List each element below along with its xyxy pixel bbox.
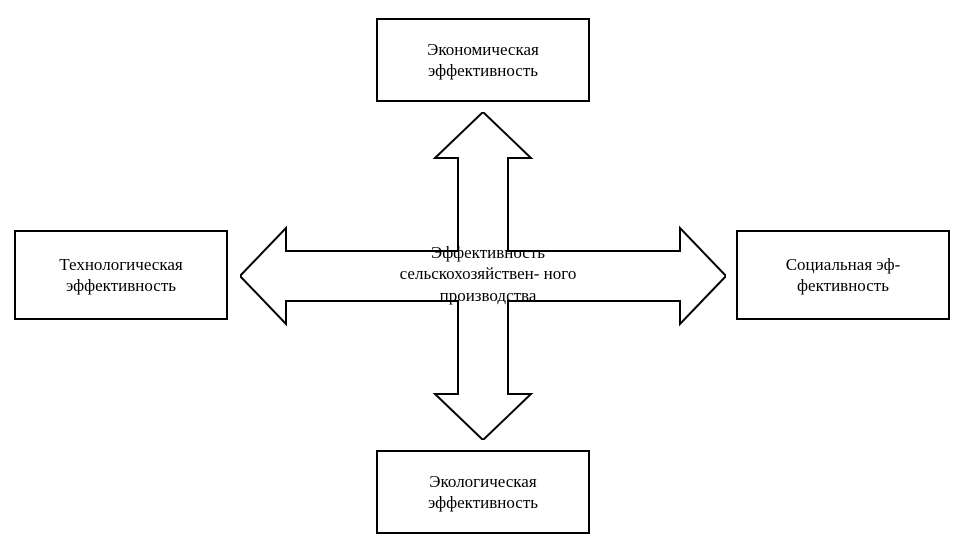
node-right: Социальная эф- фективность <box>736 230 950 320</box>
diagram-canvas: Эффективность сельскохозяйствен- ного пр… <box>0 0 960 550</box>
node-left-line2: эффективность <box>59 275 182 296</box>
node-right-line1: Социальная эф- <box>786 254 901 275</box>
node-left: Технологическая эффективность <box>14 230 228 320</box>
node-top-line1: Экономическая <box>427 39 539 60</box>
node-top-line2: эффективность <box>427 60 539 81</box>
center-node-label: Эффективность сельскохозяйствен- ного пр… <box>388 242 588 306</box>
node-bottom-line2: эффективность <box>428 492 538 513</box>
node-right-line2: фективность <box>786 275 901 296</box>
node-bottom: Экологическая эффективность <box>376 450 590 534</box>
center-line1: Эффективность <box>431 243 545 262</box>
node-top: Экономическая эффективность <box>376 18 590 102</box>
node-bottom-line1: Экологическая <box>428 471 538 492</box>
center-line2: сельскохозяйствен- <box>400 264 540 283</box>
node-left-line1: Технологическая <box>59 254 182 275</box>
